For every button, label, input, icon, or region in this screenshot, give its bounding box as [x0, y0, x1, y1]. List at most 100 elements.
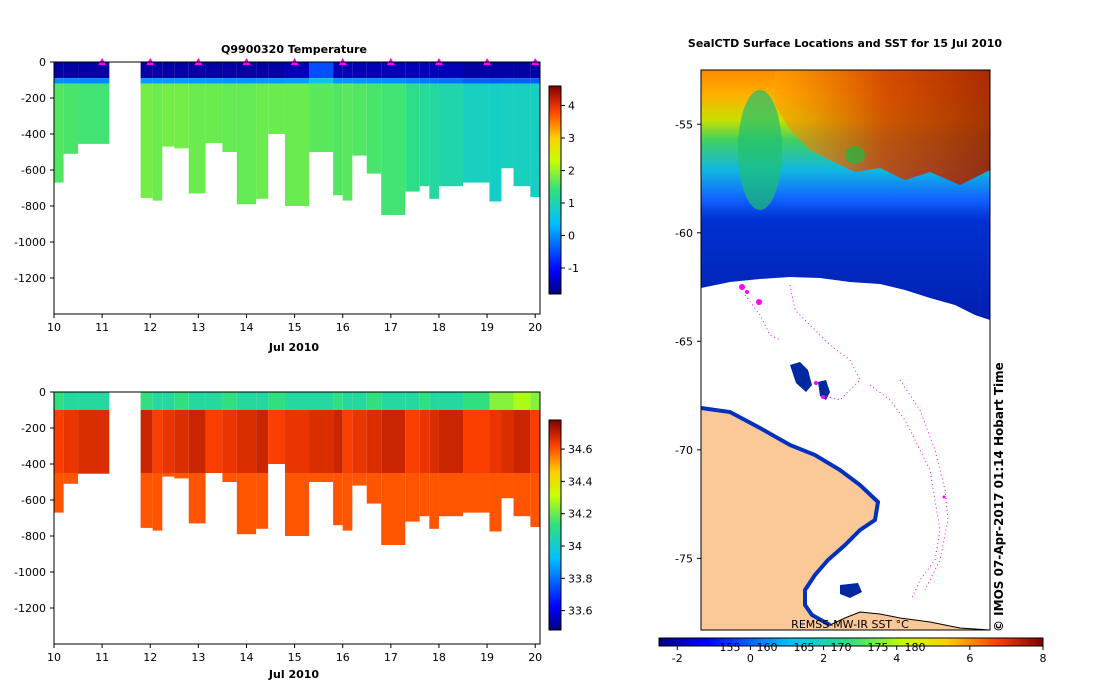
- salinity-deep-cell: [342, 410, 353, 473]
- temperature-deep-cell: [381, 83, 406, 215]
- salinity-surface-cell: [513, 392, 531, 410]
- salinity-bottom-cell: [333, 473, 343, 526]
- map-colorbar-kelvin-label: 170: [831, 641, 852, 654]
- seal-location: [756, 299, 762, 305]
- salinity-deep-cell: [501, 410, 514, 473]
- salinity-deep-cell: [140, 410, 153, 473]
- salinity-deep-cell: [268, 410, 285, 464]
- salinity-surface-cell: [405, 392, 420, 410]
- temperature-x-axis: 10 11 12 13 14 15 16 17 18 19 20: [47, 314, 542, 334]
- salinity-surface-cell: [342, 392, 353, 410]
- salinity-deep-cell: [366, 410, 382, 473]
- map-colorbar-kelvin-label: 180: [905, 641, 926, 654]
- temperature-thermocline-cell: [162, 78, 175, 84]
- salinity-bottom-cell: [222, 473, 237, 482]
- temperature-thermocline-cell: [366, 78, 382, 84]
- salinity-surface-cell: [236, 392, 257, 410]
- temperature-thermocline-cell: [463, 78, 490, 84]
- seal-location: [739, 284, 745, 290]
- salinity-surface-cell: [381, 392, 406, 410]
- salinity-surface-cell: [205, 392, 223, 410]
- salinity-y-tick-label: -1000: [14, 566, 46, 579]
- salinity-x-axis: 10 11 12 13 14 15 16 17 18 19 20: [47, 644, 542, 664]
- temperature-x-tick-label: 16: [336, 321, 350, 334]
- map-title: SealCTD Surface Locations and SST for 15…: [688, 37, 1002, 50]
- temperature-thermocline-cell: [284, 78, 310, 84]
- temperature-mixed-layer-cell: [513, 62, 531, 79]
- temperature-mixed-layer-cell: [54, 62, 64, 79]
- salinity-deep-cell: [438, 410, 464, 473]
- temperature-mixed-layer-cell: [530, 62, 540, 79]
- map-latitude-label: -65: [675, 335, 693, 348]
- salinity-surface-cell: [489, 392, 502, 410]
- temperature-deep-cell: [405, 83, 420, 192]
- temperature-mixed-layer-cell: [463, 62, 490, 79]
- seal-location: [745, 290, 749, 294]
- salinity-bottom-cell: [381, 473, 406, 545]
- island-east: [818, 380, 830, 400]
- salinity-plot-frame: [53, 391, 541, 645]
- temperature-colorbar-ticks: -1 0 1 2 3 4: [561, 100, 579, 275]
- temperature-mixed-layer-cell: [405, 62, 420, 79]
- seal-track: [899, 379, 949, 591]
- temperature-mixed-layer-cell: [429, 62, 439, 79]
- salinity-y-tick-label: -200: [21, 422, 46, 435]
- map-colorbar-tick-label: 6: [966, 652, 973, 665]
- temperature-y-tick-label: -1200: [14, 272, 46, 285]
- temperature-thermocline-cell: [236, 78, 257, 84]
- salinity-deep-cell: [463, 410, 490, 473]
- temperature-x-tick-label: 20: [528, 321, 542, 334]
- salinity-surface-cell: [429, 392, 439, 410]
- temperature-deep-cell: [342, 83, 353, 201]
- salinity-bottom-cell: [352, 473, 367, 486]
- salinity-x-tick-label: 17: [384, 651, 398, 664]
- salinity-bottom-cell: [342, 473, 353, 531]
- map-colorbar-kelvin-label: 175: [868, 641, 889, 654]
- temperature-y-tick-label: -200: [21, 92, 46, 105]
- salinity-surface-cell: [530, 392, 540, 410]
- map-colorbar-tick-label: 2: [820, 652, 827, 665]
- temperature-colorbar-tick-label: 3: [568, 132, 575, 145]
- temperature-thermocline-cell: [381, 78, 406, 84]
- seal-location: [821, 395, 825, 399]
- temperature-y-tick-label: 0: [39, 56, 46, 69]
- salinity-surface-cell: [140, 392, 153, 410]
- temperature-mixed-layer-cell: [309, 62, 334, 79]
- temperature-colorbar-tick-label: 1: [568, 197, 575, 210]
- salinity-bottom-cell: [366, 473, 382, 504]
- temperature-mixed-layer-cell: [381, 62, 406, 79]
- temperature-mixed-layer-cell: [438, 62, 464, 79]
- temperature-deep-cell: [438, 83, 464, 187]
- temperature-thermocline-cell: [174, 78, 189, 84]
- temperature-x-label: Jul 2010: [268, 341, 319, 354]
- salinity-deep-cell: [162, 410, 175, 473]
- salinity-surface-cell: [152, 392, 163, 410]
- temperature-deep-cell: [284, 83, 310, 206]
- temperature-thermocline-cell: [419, 78, 430, 84]
- salinity-x-tick-label: 10: [47, 651, 61, 664]
- temperature-mixed-layer-cell: [489, 62, 502, 79]
- temperature-deep-cell: [152, 83, 163, 201]
- temperature-colorbar-tick-label: 2: [568, 165, 575, 178]
- temperature-thermocline-cell: [438, 78, 464, 84]
- sst-map-chart: SealCTD Surface Locations and SST for 15…: [658, 37, 1047, 665]
- salinity-deep-cell: [429, 410, 439, 473]
- salinity-surface-cell: [333, 392, 343, 410]
- salinity-bottom-cell: [438, 473, 464, 517]
- temperature-deep-cell: [236, 83, 257, 205]
- salinity-profile-cells: [54, 392, 540, 545]
- salinity-deep-cell: [152, 410, 163, 473]
- temperature-thermocline-cell: [188, 78, 206, 84]
- map-colorbar-kelvin-label: 155: [720, 641, 741, 654]
- temperature-deep-cell: [205, 83, 223, 143]
- map-colorbar-label: REMSS-MW-IR SST °C: [791, 618, 909, 631]
- salinity-colorbar-tick-label: 33.8: [568, 572, 593, 585]
- temperature-thermocline-cell: [54, 78, 64, 84]
- sst-warm-region: [775, 70, 990, 185]
- salinity-bottom-cell: [501, 473, 514, 499]
- temperature-thermocline-cell: [205, 78, 223, 84]
- temperature-deep-cell: [333, 83, 343, 196]
- temperature-mixed-layer-cell: [222, 62, 237, 79]
- salinity-deep-cell: [352, 410, 367, 473]
